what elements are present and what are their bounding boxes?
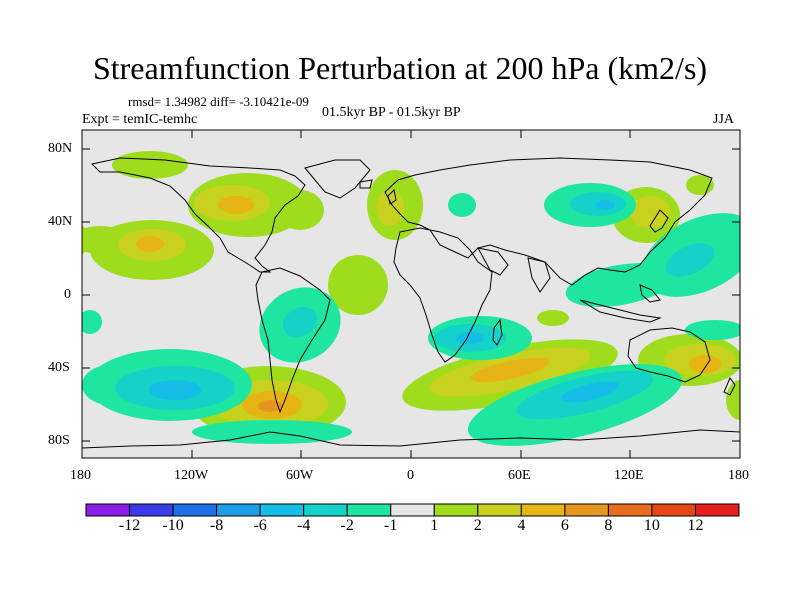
colorbar-label: -2 — [340, 517, 354, 534]
lon-label-120e: 120E — [614, 468, 644, 483]
lat-ticks — [82, 148, 740, 442]
colorbar-swatch — [129, 503, 174, 517]
colorbar-label: 2 — [473, 517, 482, 534]
colorbar-label: -12 — [118, 517, 141, 534]
colorbar-swatch — [346, 503, 392, 517]
chart-title: Streamfunction Perturbation at 200 hPa (… — [92, 50, 708, 86]
colorbar-swatch — [433, 503, 479, 517]
colorbar-label: 1 — [430, 517, 439, 534]
colorbar-label: 6 — [560, 517, 569, 534]
lat-label-0: 0 — [64, 287, 71, 302]
colorbar-label: -8 — [209, 517, 224, 534]
colorbar-label: -6 — [253, 517, 267, 534]
lon-ticks — [81, 130, 741, 458]
colorbar-swatch — [303, 503, 348, 517]
lat-label-80s: 80S — [48, 433, 70, 448]
colorbar — [85, 503, 740, 517]
negative-contours-level-4 — [149, 200, 620, 403]
season-label: JJA — [713, 112, 735, 127]
lon-label-60e: 60E — [508, 468, 531, 483]
colorbar-swatch — [477, 503, 522, 517]
colorbar-swatch — [564, 503, 609, 517]
experiment-label: Expt = temIC-temhc — [82, 112, 198, 127]
lat-label-80n: 80N — [48, 141, 73, 156]
colorbar-label: -4 — [296, 517, 311, 534]
stats-text: rmsd= 1.34982 diff= -3.10421e-09 — [128, 94, 309, 109]
lat-label-40s: 40S — [48, 360, 70, 375]
colorbar-swatch — [607, 503, 653, 517]
colorbar-swatch — [694, 503, 740, 517]
colorbar-label: 10 — [643, 517, 660, 534]
colorbar-label: 12 — [687, 517, 704, 534]
colorbar-label: 4 — [517, 517, 526, 534]
colorbar-swatch — [216, 503, 261, 517]
colorbar-label: -10 — [162, 517, 184, 534]
colorbar-label: -1 — [384, 517, 398, 534]
positive-contours-level-8 — [258, 400, 282, 412]
lon-label-0: 0 — [407, 468, 414, 483]
colorbar-swatch — [651, 503, 696, 517]
lon-label-120w: 120W — [174, 468, 209, 483]
coastlines — [82, 157, 740, 449]
colorbar-label: 8 — [604, 517, 613, 534]
lon-label-180w: 180 — [70, 468, 91, 483]
colorbar-swatch — [172, 503, 218, 517]
colorbar-swatch — [85, 503, 131, 517]
lat-label-40n: 40N — [48, 214, 73, 229]
period-label: 01.5kyr BP - 01.5kyr BP — [322, 105, 461, 120]
lon-label-60w: 60W — [286, 468, 314, 483]
colorbar-swatch — [520, 503, 566, 517]
contour-fields — [82, 151, 740, 449]
colorbar-swatch — [390, 503, 435, 517]
colorbar-swatch — [259, 503, 305, 517]
lon-label-180e: 180 — [728, 468, 749, 483]
